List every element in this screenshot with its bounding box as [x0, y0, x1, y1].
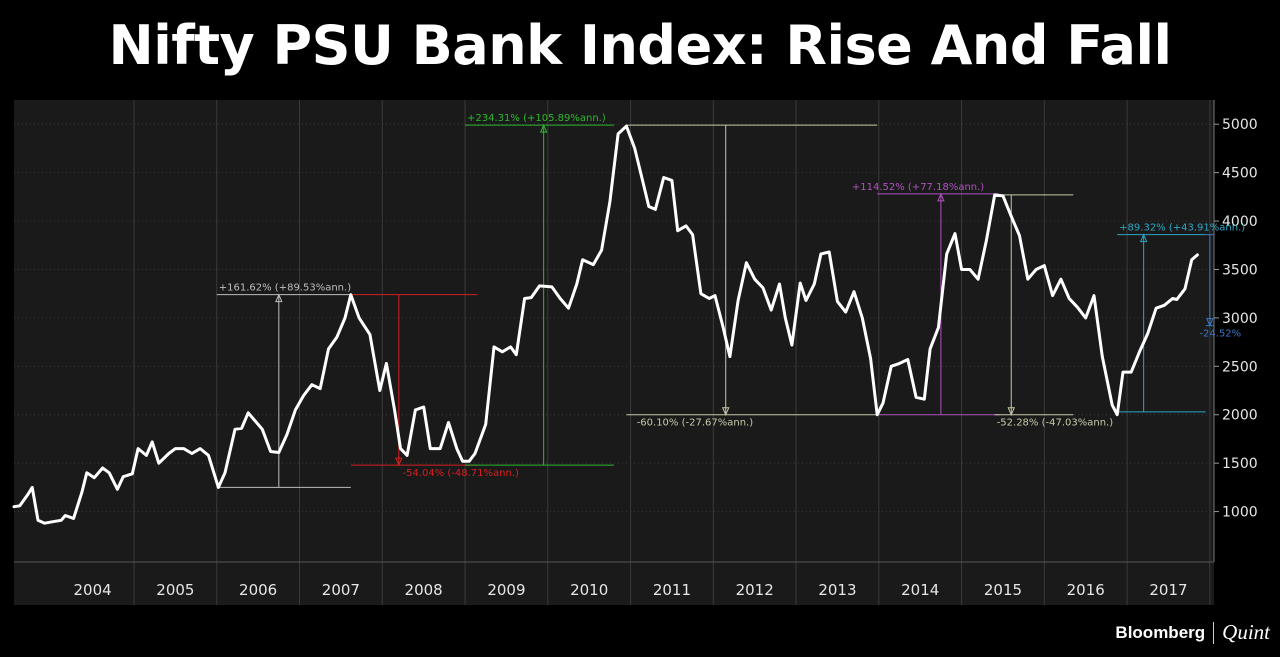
- annotation-label: +89.32% (+43.91%ann.): [1119, 223, 1245, 234]
- y-axis: 1000 1500 2000 2500 3000 3500 4000 4500 5000: [1213, 100, 1258, 562]
- x-tick-label-2010: 2010: [570, 581, 608, 599]
- annotation-3: +234.31% (+105.89%ann.): [465, 113, 614, 466]
- x-tick-label-2011: 2011: [653, 581, 691, 599]
- annotation-arrow: [721, 407, 730, 417]
- x-tick-label-2009: 2009: [487, 581, 525, 599]
- x-tick-label-2014: 2014: [901, 581, 939, 599]
- y-tick-label-4000: 4000: [1222, 214, 1258, 230]
- annotation-arrow: [937, 192, 945, 202]
- annotation-label: -24.52%: [1199, 329, 1241, 340]
- annotation-4: -60.10% (-27.67%ann.): [626, 124, 878, 429]
- annotation-label: -60.10% (-27.67%ann.): [637, 418, 754, 429]
- y-tick-label-1500: 1500: [1222, 456, 1258, 472]
- chart-title: Nifty PSU Bank Index: Rise And Fall: [108, 14, 1172, 77]
- x-tick-label-2008: 2008: [405, 581, 443, 599]
- x-tick-label-2013: 2013: [818, 581, 856, 599]
- annotations: +161.62% (+89.53%ann.) -54.04% (-48.71%an…: [216, 113, 1245, 488]
- brand-divider: [1213, 621, 1215, 644]
- brand-logo: Bloomberg Quint: [1115, 620, 1270, 645]
- annotation-6: -52.28% (-47.03%ann.): [994, 194, 1114, 429]
- x-tick-label-2017: 2017: [1149, 581, 1187, 599]
- brand-bloomberg: Bloomberg: [1115, 622, 1206, 642]
- annotation-arrow: [275, 293, 283, 303]
- x-tick-label-2006: 2006: [239, 581, 277, 599]
- annotation-label: +114.52% (+77.18%ann.): [852, 182, 984, 193]
- y-tick-label-4500: 4500: [1222, 166, 1258, 182]
- annotation-8: -24.52%: [1199, 234, 1241, 340]
- annotation-label: -52.28% (-47.03%ann.): [997, 418, 1114, 429]
- plot-background: [14, 100, 1214, 605]
- y-tick-label-2000: 2000: [1222, 408, 1258, 424]
- x-axis: 2004 2005 2006 2007 2008 2009 2010 2011 2012 2013…: [14, 561, 1214, 599]
- annotation-7: +89.32% (+43.91%ann.): [1117, 223, 1245, 413]
- annotation-1: +161.62% (+89.53%ann.): [216, 283, 351, 488]
- x-tick-label-2005: 2005: [156, 581, 194, 599]
- brand-quint: Quint: [1222, 620, 1270, 644]
- x-tick-label-2015: 2015: [984, 581, 1022, 599]
- y-tick-label-3500: 3500: [1222, 262, 1258, 278]
- y-tick-label-3000: 3000: [1222, 311, 1258, 327]
- y-tick-label-1000: 1000: [1222, 505, 1258, 521]
- annotation-arrow: [1206, 318, 1214, 327]
- y-tick-label-5000: 5000: [1222, 117, 1258, 133]
- annotation-label: -54.04% (-48.71%ann.): [402, 468, 519, 479]
- y-tick-label-2500: 2500: [1222, 359, 1258, 375]
- annotation-arrow: [1139, 233, 1148, 243]
- annotation-label: +161.62% (+89.53%ann.): [219, 283, 351, 294]
- series-line-1: [12, 124, 1199, 525]
- annotation-arrow: [539, 123, 548, 133]
- line-chart: 2004 2005 2006 2007 2008 2009 2010 2011 2012 2013…: [12, 100, 1258, 605]
- x-tick-label-2016: 2016: [1067, 581, 1105, 599]
- x-tick-label-2007: 2007: [322, 581, 360, 599]
- series-layer: [12, 124, 1199, 525]
- annotation-arrow: [395, 457, 403, 467]
- x-tick-label-2012: 2012: [736, 581, 774, 599]
- x-tick-label-2004: 2004: [74, 581, 112, 599]
- annotation-label: +234.31% (+105.89%ann.): [467, 113, 606, 124]
- annotation-arrow: [1007, 407, 1015, 417]
